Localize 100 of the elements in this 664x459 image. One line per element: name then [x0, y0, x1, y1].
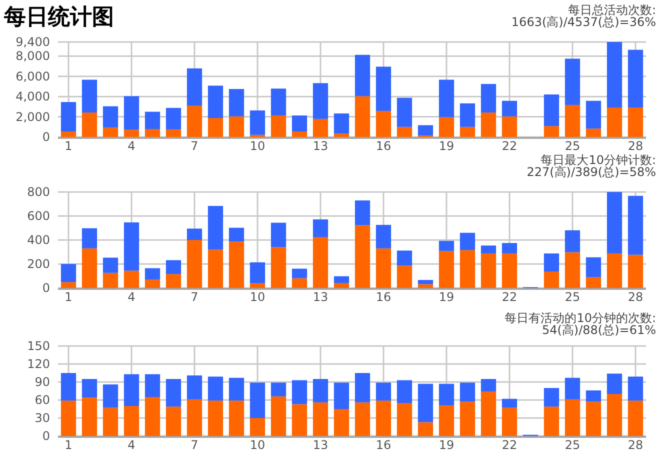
bar: [186, 399, 202, 436]
bar: [186, 228, 202, 240]
bar: [354, 373, 370, 402]
bar: [606, 42, 622, 108]
bar: [166, 108, 182, 130]
bar: [166, 274, 182, 288]
bar: [102, 258, 118, 273]
bar: [292, 278, 308, 288]
y-tick-label: 0: [42, 130, 50, 144]
bar: [480, 253, 496, 288]
bar: [354, 225, 370, 288]
bar: [82, 398, 98, 436]
bar: [544, 406, 560, 436]
x-tick-label: 13: [312, 438, 328, 452]
bar: [396, 403, 412, 436]
bar: [502, 408, 518, 436]
bar: [334, 382, 350, 409]
bar: [564, 252, 580, 288]
bar: [228, 378, 244, 401]
bar: [418, 280, 434, 284]
bar: [418, 125, 434, 136]
bar: [586, 100, 602, 129]
bar: [438, 240, 454, 251]
bar: [102, 408, 118, 436]
x-tick-label: 4: [128, 438, 136, 452]
bar: [544, 388, 560, 407]
bar: [60, 132, 76, 137]
bar: [312, 237, 328, 288]
bar: [166, 260, 182, 274]
bar: [396, 266, 412, 288]
bar: [60, 102, 76, 132]
bar: [82, 228, 98, 248]
bar: [334, 282, 350, 288]
y-tick-label: 9,400: [16, 35, 50, 49]
bar: [564, 230, 580, 252]
bar: [334, 134, 350, 137]
bar: [208, 250, 224, 288]
bar: [270, 382, 286, 396]
x-tick-label: 25: [564, 290, 580, 304]
bar: [628, 50, 644, 108]
bar: [82, 379, 98, 398]
bar: [606, 253, 622, 288]
bar: [628, 376, 644, 401]
bar: [586, 277, 602, 288]
bar: [544, 94, 560, 126]
bar: [354, 200, 370, 226]
bar: [208, 86, 224, 118]
bar: [270, 247, 286, 288]
x-tick-label: 16: [376, 139, 392, 153]
x-tick-label: 4: [128, 139, 136, 153]
bar: [564, 58, 580, 105]
y-tick-label: 8,000: [16, 49, 50, 64]
bar: [292, 404, 308, 436]
bar: [334, 276, 350, 283]
bar: [628, 107, 644, 137]
bar: [292, 380, 308, 404]
chart-subtitle: 每日最大10分钟计数: 227(高)/389(总)=58%: [526, 153, 656, 179]
bar: [438, 80, 454, 118]
y-tick-label: 200: [27, 257, 50, 271]
bar: [312, 83, 328, 119]
bar: [564, 378, 580, 400]
y-tick-label: 0: [42, 429, 50, 443]
bar: [480, 392, 496, 436]
bar: [438, 405, 454, 436]
chart-subtitle: 每日有活动的10分钟的次数: 54(高)/88(总)=61%: [504, 311, 656, 337]
bar: [312, 118, 328, 137]
bar: [124, 374, 140, 406]
bar: [334, 409, 350, 436]
bar: [124, 270, 140, 288]
y-tick-label: 2,000: [16, 110, 50, 124]
bar: [396, 380, 412, 403]
bar: [208, 400, 224, 436]
x-tick-label: 28: [628, 139, 644, 153]
bar: [228, 400, 244, 436]
bar: [502, 398, 518, 408]
bar: [124, 406, 140, 436]
bar: [586, 257, 602, 278]
x-tick-label: 4: [128, 290, 136, 304]
y-tick-label: 6,000: [16, 69, 50, 84]
y-tick-label: 0: [42, 281, 50, 295]
bar: [438, 117, 454, 137]
bar: [460, 232, 476, 250]
bar: [438, 384, 454, 406]
chart-subtitle: 每日总活动次数: 1663(高)/4537(总)=36%: [511, 3, 656, 29]
bar: [418, 384, 434, 422]
bar: [606, 107, 622, 137]
y-tick-label: 60: [34, 393, 50, 407]
y-tick-label: 120: [27, 357, 50, 371]
x-tick-label: 25: [564, 139, 580, 153]
x-tick-label: 16: [376, 290, 392, 304]
bar: [480, 84, 496, 113]
x-tick-label: 22: [502, 438, 518, 452]
bar: [82, 112, 98, 137]
bar: [334, 113, 350, 134]
x-tick-label: 28: [628, 438, 644, 452]
bar: [144, 112, 160, 130]
bar: [376, 66, 392, 111]
bar: [502, 116, 518, 137]
chart-title: 每日统计图: [3, 4, 114, 30]
bar: [208, 118, 224, 137]
